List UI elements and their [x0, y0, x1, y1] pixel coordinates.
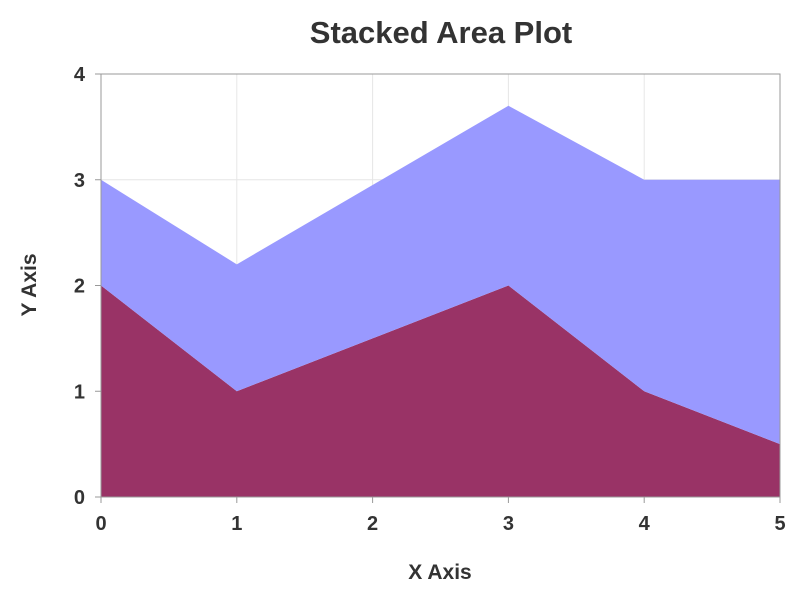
- x-tick-label-3: 3: [503, 513, 514, 535]
- y-tick-label-0: 0: [74, 487, 85, 509]
- x-tick-label-4: 4: [639, 513, 651, 535]
- area-series-2: [101, 105, 780, 445]
- x-tick-label-1: 1: [231, 513, 242, 535]
- x-axis-label: X Axis: [408, 561, 471, 584]
- y-tick-label-2: 2: [74, 276, 85, 298]
- y-tick-label-4: 4: [74, 64, 86, 86]
- x-tick-label-0: 0: [95, 513, 106, 535]
- area-series-1: [101, 285, 780, 497]
- y-axis-ticks: 0 1 2 3 4: [74, 64, 101, 509]
- area-series-group: [101, 105, 780, 497]
- x-tick-label-2: 2: [367, 513, 378, 535]
- x-axis-ticks: 0 1 2 3 4 5: [95, 497, 786, 535]
- y-tick-label-3: 3: [74, 170, 85, 192]
- chart-title: Stacked Area Plot: [310, 15, 572, 50]
- x-tick-label-5: 5: [774, 513, 785, 535]
- y-axis-label: Y Axis: [18, 253, 41, 316]
- y-tick-label-1: 1: [74, 381, 85, 403]
